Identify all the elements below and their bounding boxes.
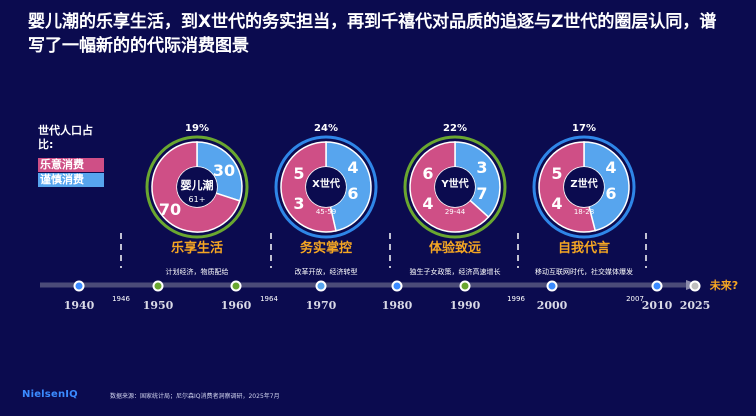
cautious-value: 6 [347,184,358,203]
generation-age: 61+ [189,195,206,204]
pleasure-slice [151,141,241,233]
timeline-node-dot [461,282,469,290]
timeline-year: 1970 [306,299,337,312]
timeline-node-dot [548,282,556,290]
pleasure-value: 3 [293,194,304,213]
timeline-node-dot [691,282,699,290]
timeline-node-dot [653,282,661,290]
generation-theme: 乐享生活 [171,240,223,256]
boundary-year: 2007 [626,295,644,303]
timeline-year: 2000 [537,299,568,312]
generation-theme: 体验致远 [429,240,481,256]
pleasure-value: 5 [293,164,304,183]
timeline-node-dot [154,282,162,290]
timeline-year: 2025 [680,299,711,312]
timeline-year: 2010 [642,299,673,312]
population-share: 24% [314,123,338,134]
timeline-year: 1950 [143,299,174,312]
page-title: 婴儿潮的乐享生活，到X世代的务实担当，再到千禧代对品质的追逐与Z世代的圈层认同，… [28,12,717,56]
generation-name: Z世代 [570,177,597,190]
era-description: 独生子女政策，经济高速增长 [410,267,501,276]
legend-title: 世代人口占比: [38,124,93,151]
pleasure-value: 4 [422,194,433,213]
boundary-year: 1946 [112,295,130,303]
donut-hole [306,167,346,207]
era-description: 计划经济，物质配给 [166,267,229,276]
generation-ring [403,135,507,239]
brand-logo: NielsenIQ [22,389,78,400]
population-share: 22% [443,123,467,134]
timeline-year: 1990 [450,299,481,312]
cautious-value: 4 [347,158,358,177]
generation-ring [274,135,378,239]
generation-name: 婴儿潮 [181,178,214,192]
pleasure-value: 70 [159,200,181,219]
donut-hole [435,167,475,207]
era-description: 移动互联网时代，社交媒体爆发 [535,267,633,276]
pleasure-value: 5 [551,164,562,183]
data-source: 数据来源：国家统计局；尼尔森IQ消费者洞察调研，2025年7月 [110,393,280,400]
boundary-year: 1996 [507,295,525,303]
cautious-value: 30 [213,161,235,180]
pleasure-value: 6 [422,164,433,183]
cautious-value: 6 [605,184,616,203]
timeline-node-dot [75,282,83,290]
legend-cautious: 谨慎消费 [38,173,104,187]
timeline-year: 1980 [382,299,413,312]
cautious-value: 4 [605,158,616,177]
generation-name: X世代 [312,177,340,190]
generation-age: 18-28 [574,208,594,216]
donut-hole [177,167,217,207]
generation-ring [145,135,249,239]
population-share: 19% [185,123,209,134]
boundary-year: 1964 [260,295,278,303]
generation-theme: 务实掌控 [300,240,352,256]
cautious-value: 3 [476,158,487,177]
era-description: 改革开放，经济转型 [295,267,358,276]
generation-name: Y世代 [440,177,468,190]
donut-hole [564,167,604,207]
pleasure-value: 4 [551,194,562,213]
timeline-future: 未来? [709,278,738,292]
timeline-year: 1960 [221,299,252,312]
generation-age: 45-59 [316,208,336,216]
timeline-node-dot [317,282,325,290]
timeline-year: 1940 [64,299,95,312]
timeline-node-dot [232,282,240,290]
legend: 世代人口占比: 乐意消费 谨慎消费 [38,124,104,187]
timeline-node-dot [393,282,401,290]
generation-theme: 自我代言 [558,240,610,256]
legend-pleasure: 乐意消费 [38,158,104,172]
cautious-value: 7 [476,184,487,203]
population-share: 17% [572,123,596,134]
generation-age: 29-44 [445,208,466,216]
generation-ring [532,135,636,239]
